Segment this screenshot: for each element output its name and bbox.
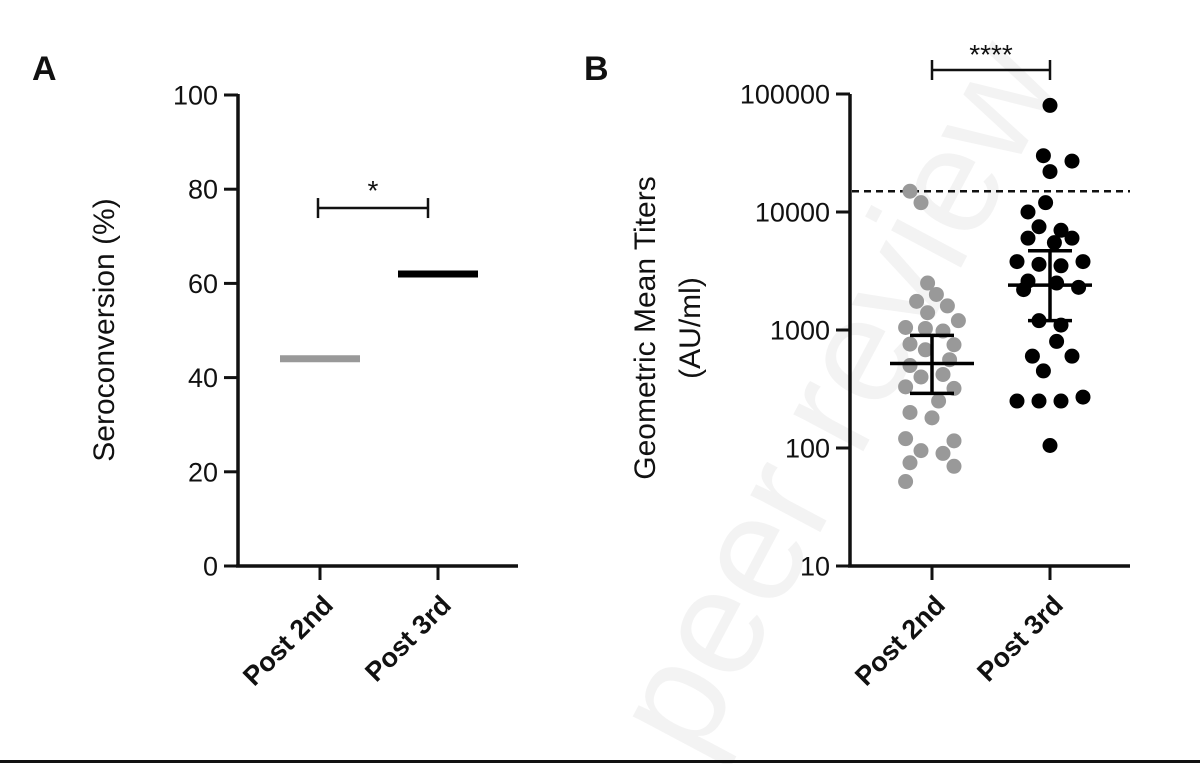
panel-b-point-post-3rd bbox=[1071, 279, 1087, 295]
panel-b-point-post-3rd bbox=[1053, 393, 1069, 409]
panel-a-y-tick-label: 60 bbox=[188, 269, 218, 299]
panel-b-point-post-2nd bbox=[935, 445, 951, 461]
panel-b-point-post-2nd bbox=[920, 305, 936, 321]
panel-a-y-tick-label: 100 bbox=[173, 80, 218, 110]
panel-b-y-axis-unit: (AU/ml) bbox=[674, 277, 707, 379]
panel-b-y-axis-label: Geometric Mean Titers bbox=[629, 176, 662, 479]
panel-a-x-ticks: Post 2nd Post 3rd bbox=[237, 566, 457, 692]
panel-b-x-tick-label: Post 2nd bbox=[849, 590, 951, 692]
panel-b-point-post-2nd bbox=[946, 458, 962, 474]
panel-a-bars bbox=[280, 270, 478, 363]
panel-b-point-post-2nd bbox=[935, 366, 951, 382]
panel-b-point-post-2nd bbox=[917, 342, 933, 358]
panel-b-point-post-2nd bbox=[917, 320, 933, 336]
panel-b-point-post-2nd bbox=[898, 319, 914, 335]
panel-b-point-post-3rd bbox=[1031, 256, 1047, 272]
panel-b-point-post-3rd bbox=[1075, 389, 1091, 405]
bottom-border bbox=[0, 760, 1200, 763]
panel-b-point-post-3rd bbox=[1020, 204, 1036, 220]
panel-b-point-post-2nd bbox=[950, 313, 966, 329]
panel-b-point-post-3rd bbox=[1053, 222, 1069, 238]
panel-b-x-tick-label: Post 3rd bbox=[971, 590, 1069, 688]
panel-b-point-post-2nd bbox=[946, 433, 962, 449]
panel-b-point-post-2nd bbox=[913, 443, 929, 459]
panel-b-point-post-3rd bbox=[1049, 333, 1065, 349]
panel-b-point-post-2nd bbox=[902, 455, 918, 471]
panel-b-point-post-2nd bbox=[913, 369, 929, 385]
panel-b-point-post-3rd bbox=[1075, 254, 1091, 270]
panel-b-point-post-3rd bbox=[1064, 153, 1080, 169]
panel-a-y-tick-label: 20 bbox=[188, 457, 218, 487]
panel-b-y-tick-label: 10000 bbox=[755, 197, 830, 227]
panel-b-point-post-2nd bbox=[902, 183, 918, 199]
panel-b-point-post-3rd bbox=[1020, 230, 1036, 246]
panel-b-point-post-3rd bbox=[1046, 235, 1062, 251]
panel-b-point-post-2nd bbox=[939, 298, 955, 314]
panel-b-point-post-2nd bbox=[898, 379, 914, 395]
panel-b-point-post-2nd bbox=[920, 275, 936, 291]
panel-a-seroconversion-chart: A 0 20 40 60 80 100 Post 2nd Post 3rd * Seroco… bbox=[32, 50, 518, 692]
panel-b-significance: **** bbox=[930, 39, 1052, 80]
panel-b-significance-label: **** bbox=[969, 39, 1013, 70]
panel-b-point-post-3rd bbox=[1038, 195, 1054, 211]
panel-a-x-tick-label: Post 3rd bbox=[359, 590, 457, 688]
panel-b-point-post-2nd bbox=[931, 393, 947, 409]
panel-a-x-tick-label: Post 2nd bbox=[237, 590, 339, 692]
panel-b-y-tick-label: 100 bbox=[785, 433, 830, 463]
panel-b-point-post-3rd bbox=[1064, 230, 1080, 246]
panel-a-significance-label: * bbox=[368, 175, 379, 206]
panel-b-point-post-3rd bbox=[1042, 437, 1058, 453]
panel-a-y-tick-label: 80 bbox=[188, 175, 218, 205]
panel-b-point-post-3rd bbox=[1064, 348, 1080, 364]
panel-b-point-post-2nd bbox=[902, 404, 918, 420]
panel-b-y-tick-label: 100000 bbox=[740, 79, 830, 109]
panel-b-y-tick-label: 10 bbox=[800, 551, 830, 581]
panel-b-point-post-3rd bbox=[1024, 348, 1040, 364]
panel-a-y-axis-label: Seroconversion (%) bbox=[88, 198, 121, 461]
panel-b-point-post-3rd bbox=[1009, 393, 1025, 409]
panel-b-point-post-3rd bbox=[1042, 164, 1058, 180]
panel-b-point-post-3rd bbox=[1042, 97, 1058, 113]
panel-b-point-post-2nd bbox=[909, 293, 925, 309]
panel-b-letter: B bbox=[584, 50, 609, 88]
panel-b-point-post-3rd bbox=[1031, 219, 1047, 235]
panel-b-error-bars bbox=[890, 248, 1092, 396]
panel-b-point-post-3rd bbox=[1009, 254, 1025, 270]
panel-b-y-tick-label: 1000 bbox=[770, 315, 830, 345]
panel-b-point-post-3rd bbox=[1053, 258, 1069, 274]
panel-b-point-post-3rd bbox=[1031, 393, 1047, 409]
panel-b-point-post-2nd bbox=[898, 431, 914, 447]
panel-a-letter: A bbox=[32, 50, 57, 88]
panel-b-point-post-2nd bbox=[924, 410, 940, 426]
panel-b-point-post-3rd bbox=[1035, 148, 1051, 164]
panel-a-significance: * bbox=[316, 175, 430, 219]
panel-b-point-post-2nd bbox=[946, 337, 962, 353]
panel-b-point-post-2nd bbox=[902, 336, 918, 352]
panel-b-point-post-2nd bbox=[898, 474, 914, 490]
panel-a-y-ticks: 0 20 40 60 80 100 bbox=[173, 80, 238, 581]
panel-b-y-ticks: 10 100 1000 10000 100000 bbox=[740, 79, 850, 581]
panel-b-point-post-2nd bbox=[928, 286, 944, 302]
panel-a-y-tick-label: 40 bbox=[188, 363, 218, 393]
panel-b-point-post-3rd bbox=[1035, 363, 1051, 379]
panel-a-y-tick-label: 0 bbox=[203, 551, 218, 581]
panel-b-point-post-2nd bbox=[913, 195, 929, 211]
panel-b-x-ticks: Post 2nd Post 3rd bbox=[849, 566, 1069, 692]
panel-b-point-post-2nd bbox=[902, 358, 918, 374]
